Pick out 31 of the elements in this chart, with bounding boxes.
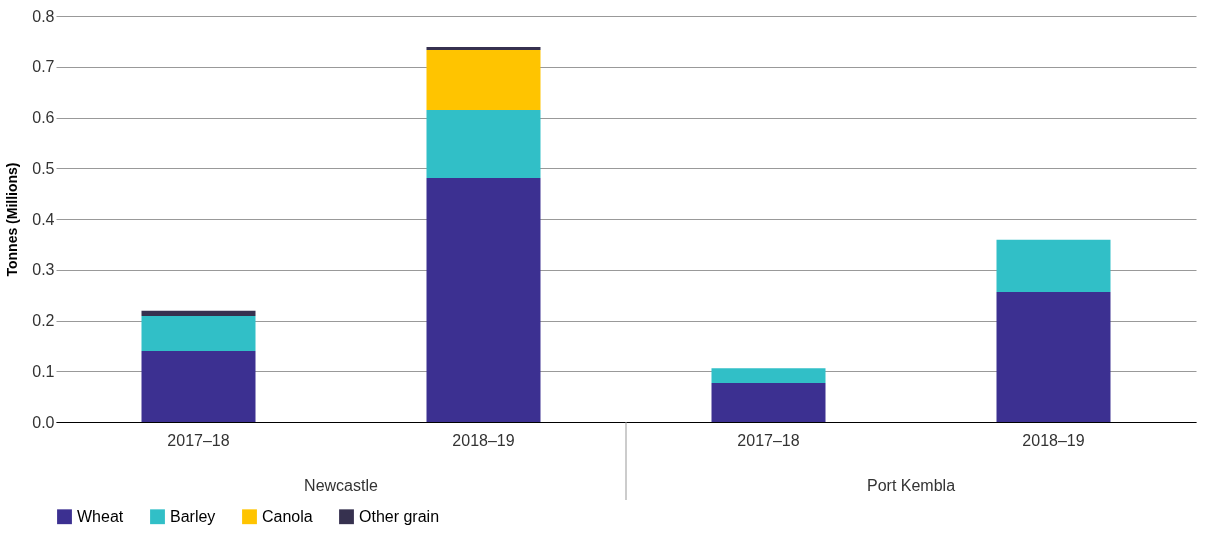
bar (426, 177, 541, 422)
y-tick-label: 0.6 (32, 109, 55, 126)
text: Port Kembla (866, 477, 956, 494)
legend-label: Barley (170, 507, 216, 525)
legend-label: Canola (262, 507, 313, 525)
y-axis-title: Tonnes (Millions) (4, 162, 21, 277)
y-tick-label: 0.5 (32, 159, 55, 177)
bar (996, 292, 1111, 422)
legend-label: Wheat (77, 507, 124, 525)
bar (426, 46, 541, 50)
x-tick-label: 2017–18 (737, 431, 800, 449)
bar (426, 109, 541, 178)
bar (711, 382, 826, 422)
x-tick-label: 2017–18 (167, 431, 230, 449)
bar (141, 350, 256, 422)
y-tick-label: 0.2 (32, 312, 55, 329)
legend-label: Other grain (359, 507, 440, 525)
y-tick-label: 0.0 (32, 413, 55, 431)
y-tick-label: 0.3 (32, 261, 55, 279)
bar (141, 310, 256, 316)
bar (426, 50, 541, 110)
y-tick-label: 0.1 (32, 362, 55, 380)
bar (141, 315, 256, 351)
x-tick-label: 2018–19 (1022, 431, 1085, 449)
y-tick-label: 0.7 (32, 58, 55, 76)
bar (996, 239, 1111, 293)
y-tick-label: 0.4 (32, 210, 55, 228)
x-tick-label: 2018–19 (452, 431, 515, 449)
text: Newcastle (304, 477, 378, 494)
y-tick-label: 0.8 (32, 7, 55, 25)
bar (711, 368, 826, 383)
